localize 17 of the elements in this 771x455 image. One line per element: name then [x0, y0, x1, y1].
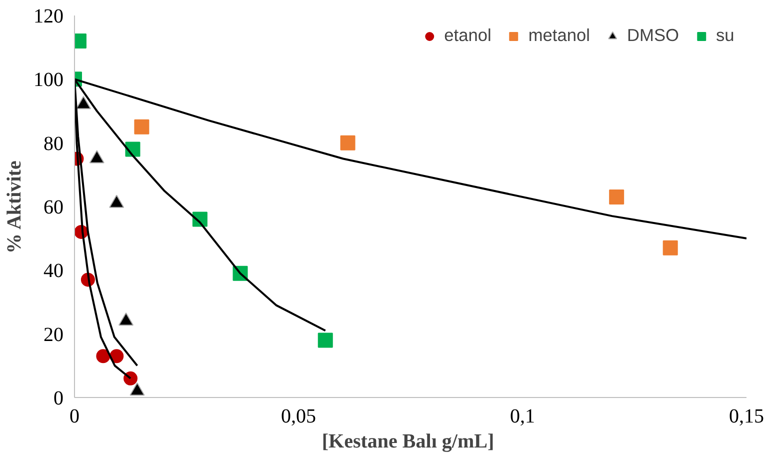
x-tick-label: 0,05	[281, 406, 316, 428]
x-tick-label: 0,1	[510, 406, 535, 428]
x-tick-label: 0,15	[729, 406, 764, 428]
y-tick-label: 80	[44, 132, 64, 155]
legend-label: su	[716, 25, 736, 46]
y-tick-label: 20	[44, 324, 64, 346]
y-axis-title: % Aktivite	[4, 160, 26, 254]
y-tick-label: 120	[34, 6, 64, 28]
x-axis-title: [Kestane Balı g/mL]	[322, 430, 494, 452]
y-tick-label: 40	[44, 260, 64, 282]
legend-label: etanol	[444, 25, 492, 46]
y-tick-label: 100	[34, 69, 64, 92]
legend-label: DMSO	[627, 25, 679, 46]
y-tick-label: 0	[54, 388, 64, 410]
legend-label: metanol	[528, 25, 590, 46]
x-tick-label: 0	[70, 406, 80, 428]
y-tick-label: 60	[44, 196, 64, 218]
